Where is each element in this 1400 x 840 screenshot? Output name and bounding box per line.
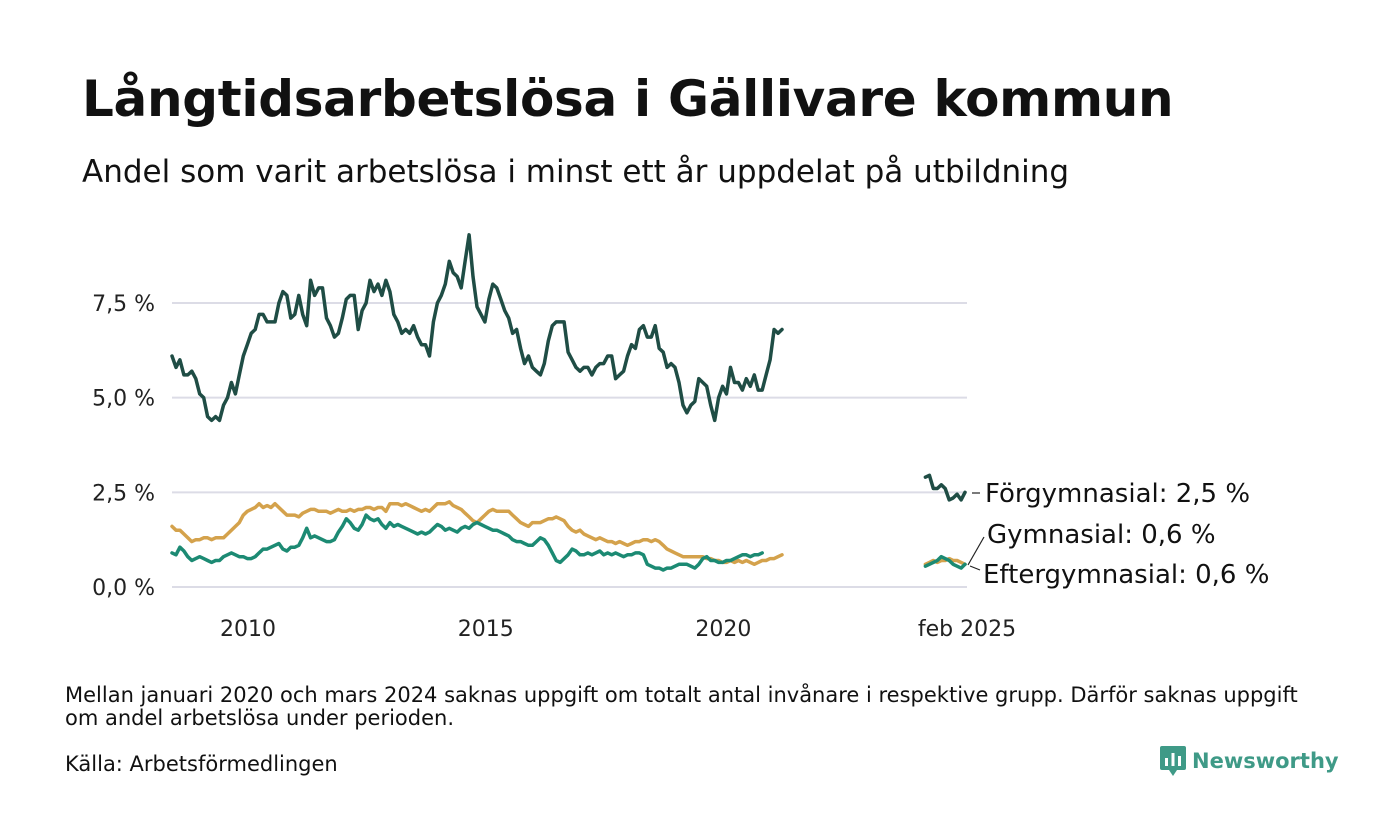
grid-lines bbox=[172, 302, 967, 588]
series-line-eftergymnasial bbox=[923, 554, 967, 570]
y-axis-labels: 0,0 % 2,5 % 5,0 % 7,5 % bbox=[92, 292, 155, 601]
footnote: Mellan januari 2020 och mars 2024 saknas… bbox=[65, 683, 1298, 730]
series-labels: Förgymnasial: 2,5 % Gymnasial: 0,6 % Efter… bbox=[967, 479, 1269, 590]
chart-title: Långtidsarbetslösa i Gällivare kommun bbox=[82, 70, 1174, 128]
y-tick-label: 0,0 % bbox=[92, 576, 155, 601]
series-label-förgymnasial: Förgymnasial: 2,5 % bbox=[985, 479, 1250, 509]
brand-logo[interactable]: Newsworthy bbox=[1160, 746, 1339, 776]
label-leader-line bbox=[969, 565, 981, 571]
series-lines bbox=[170, 233, 967, 572]
x-tick-label: feb 2025 bbox=[918, 617, 1016, 642]
series-line-eftergymnasial bbox=[170, 513, 764, 572]
y-tick-label: 7,5 % bbox=[92, 292, 155, 317]
brand-name: Newsworthy bbox=[1192, 749, 1339, 773]
chart-subtitle: Andel som varit arbetslösa i minst ett å… bbox=[82, 154, 1070, 190]
label-leader-line bbox=[967, 536, 985, 566]
series-line-förgymnasial bbox=[923, 473, 967, 502]
x-tick-label: 2020 bbox=[695, 617, 751, 642]
series-line-förgymnasial bbox=[170, 233, 784, 423]
x-axis-labels: 2010 2015 2020 feb 2025 bbox=[220, 617, 1016, 642]
y-tick-label: 2,5 % bbox=[92, 481, 155, 506]
y-tick-label: 5,0 % bbox=[92, 387, 155, 412]
x-tick-label: 2015 bbox=[458, 617, 514, 642]
source-text: Källa: Arbetsförmedlingen bbox=[65, 752, 338, 776]
newsworthy-icon bbox=[1160, 746, 1186, 776]
line-chart: 0,0 % 2,5 % 5,0 % 7,5 % 2010 2015 2020 feb 202… bbox=[92, 233, 1269, 642]
series-label-eftergymnasial: Eftergymnasial: 0,6 % bbox=[983, 560, 1269, 590]
series-label-gymnasial: Gymnasial: 0,6 % bbox=[987, 520, 1216, 550]
series-line-gymnasial bbox=[170, 500, 784, 567]
x-tick-label: 2010 bbox=[220, 617, 276, 642]
